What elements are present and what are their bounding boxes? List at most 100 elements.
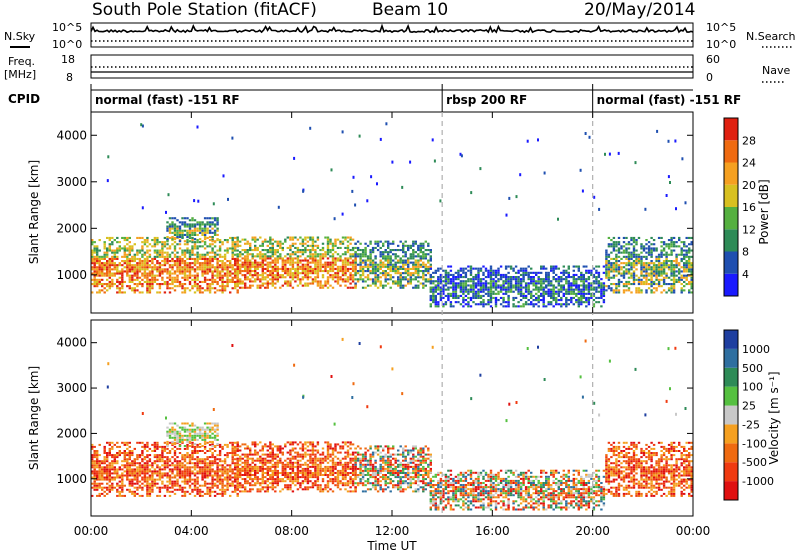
power-cell <box>216 280 219 283</box>
velocity-cell <box>148 464 152 467</box>
velocity-cell <box>146 443 149 446</box>
velocity-cell <box>231 484 234 487</box>
power-cell <box>422 244 425 247</box>
power-cell <box>331 257 335 260</box>
velocity-cell <box>186 462 189 465</box>
velocity-cell <box>216 492 219 495</box>
power-cell <box>685 262 688 265</box>
power-cell <box>585 299 588 302</box>
velocity-cell <box>213 478 217 481</box>
power-cell <box>447 280 450 283</box>
power-cell <box>173 245 177 248</box>
power-cell <box>316 272 320 275</box>
power-cell <box>622 283 626 286</box>
power-cell <box>414 286 417 289</box>
power-cell <box>196 221 199 224</box>
power-cell <box>178 233 182 236</box>
velocity-cell <box>153 441 157 444</box>
power-cell <box>339 255 342 258</box>
power-cell <box>193 199 196 203</box>
power-cell <box>118 262 121 265</box>
power-cell <box>489 301 493 304</box>
power-cell <box>291 263 295 266</box>
power-cell <box>429 303 432 306</box>
power-cell <box>683 245 686 248</box>
power-cell <box>417 270 420 273</box>
velocity-cell <box>173 441 177 444</box>
power-cell <box>597 282 601 285</box>
power-cell <box>351 253 355 256</box>
power-cell <box>371 263 375 266</box>
power-cell <box>432 282 435 285</box>
power-cell <box>246 255 249 258</box>
power-cell <box>660 278 663 281</box>
power-cell <box>106 262 109 265</box>
power-cell <box>567 273 570 276</box>
power-cell <box>316 265 320 268</box>
power-cell <box>193 268 197 271</box>
power-cell <box>126 243 129 246</box>
power-cell <box>590 273 593 276</box>
power-cell <box>168 283 172 286</box>
velocity-cell <box>188 466 192 469</box>
velocity-cell <box>116 490 119 493</box>
power-cell <box>650 268 653 271</box>
power-cell <box>412 249 415 252</box>
power-cell <box>647 283 651 286</box>
power-cell <box>101 285 104 288</box>
power-cell <box>191 239 194 242</box>
velocity-cell <box>188 462 192 465</box>
velocity-cell <box>229 464 232 467</box>
power-cell <box>632 283 636 286</box>
velocity-cell <box>168 428 172 431</box>
power-cell <box>667 175 670 179</box>
power-cell <box>570 290 573 293</box>
power-cell <box>369 251 372 254</box>
power-cell <box>489 286 493 289</box>
power-cell <box>369 278 372 281</box>
power-cell <box>106 289 109 292</box>
nave-axis-bottom: 0 <box>706 71 713 84</box>
power-cell <box>186 251 189 254</box>
velocity-cell <box>96 456 99 459</box>
power-cell <box>429 259 432 262</box>
velocity-cell <box>136 468 139 471</box>
velocity-cell <box>193 482 197 485</box>
power-cell <box>301 238 305 241</box>
velocity-cell <box>93 478 96 481</box>
power-cell <box>193 280 197 283</box>
power-cell <box>136 257 139 260</box>
nsky-trace <box>90 23 694 34</box>
power-cell <box>143 241 147 244</box>
power-cell <box>660 291 663 294</box>
power-cell <box>527 303 530 306</box>
power-cell <box>635 253 638 256</box>
power-cell <box>650 274 653 277</box>
velocity-cell <box>111 466 114 469</box>
power-cell <box>555 278 558 281</box>
power-cell <box>98 255 101 258</box>
power-cell <box>535 288 538 291</box>
power-cell <box>316 253 320 256</box>
velocity-cell <box>138 486 142 489</box>
power-cell <box>208 251 212 254</box>
power-cell <box>193 238 197 241</box>
velocity-cell <box>196 482 199 485</box>
power-cell <box>349 263 352 266</box>
power-cell <box>371 278 375 281</box>
power-cell <box>637 278 641 281</box>
nsky-axis-top: 10^5 <box>52 21 82 34</box>
velocity-cell <box>236 482 239 485</box>
power-cell <box>472 280 475 283</box>
power-cell <box>133 257 136 260</box>
power-cell <box>296 284 300 287</box>
velocity-cell <box>221 480 224 483</box>
power-cell <box>183 225 187 228</box>
power-cell <box>351 286 355 289</box>
power-cell <box>572 284 575 287</box>
power-cell <box>211 283 214 286</box>
power-cell <box>409 274 412 277</box>
power-cell <box>442 286 445 289</box>
power-cell <box>128 241 131 244</box>
power-cell <box>223 268 227 271</box>
